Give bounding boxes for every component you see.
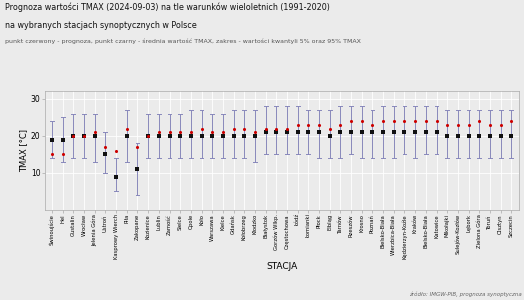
Point (486, 122, 494, 127)
Point (390, 130, 398, 135)
Text: Prognoza wartości TMAX (2024-09-03) na tle warunków wieloletnich (1991-2020): Prognoza wartości TMAX (2024-09-03) na t… (5, 3, 330, 13)
Point (133, 145, 141, 149)
Point (198, 134, 206, 138)
Point (123, 126, 131, 131)
Point (475, 119, 484, 124)
Point (283, 130, 291, 135)
Point (80, 134, 88, 138)
Point (390, 119, 398, 124)
Point (101, 145, 110, 149)
Point (48, 152, 56, 157)
Point (400, 130, 409, 135)
Point (496, 134, 505, 138)
Point (400, 119, 409, 124)
Point (283, 126, 291, 131)
Point (454, 122, 462, 127)
Point (187, 130, 195, 135)
Point (261, 130, 270, 135)
Point (315, 130, 323, 135)
Point (176, 130, 184, 135)
Point (347, 119, 355, 124)
Point (411, 130, 419, 135)
Point (293, 122, 302, 127)
Y-axis label: TMAX [°C]: TMAX [°C] (19, 129, 28, 172)
Point (165, 134, 173, 138)
Point (240, 126, 248, 131)
Point (443, 134, 451, 138)
Point (507, 134, 516, 138)
Point (432, 130, 441, 135)
Point (325, 126, 334, 131)
Point (272, 130, 280, 135)
Point (357, 130, 366, 135)
Point (123, 134, 131, 138)
Text: punkt czerwony - prognoza, punkt czarny - średnia wartość TMAX, zakres - wartośc: punkt czerwony - prognoza, punkt czarny … (5, 39, 361, 44)
Point (293, 130, 302, 135)
Point (336, 130, 345, 135)
Point (112, 174, 121, 179)
Point (261, 126, 270, 131)
Point (48, 137, 56, 142)
Point (133, 167, 141, 172)
Point (464, 122, 473, 127)
Point (208, 134, 216, 138)
Point (368, 130, 377, 135)
Point (464, 134, 473, 138)
Point (251, 134, 259, 138)
Point (91, 134, 99, 138)
Point (443, 122, 451, 127)
Point (240, 134, 248, 138)
Point (422, 130, 430, 135)
Point (368, 122, 377, 127)
Point (507, 119, 516, 124)
Point (304, 130, 312, 135)
Point (144, 134, 152, 138)
Point (315, 122, 323, 127)
Point (496, 122, 505, 127)
Point (230, 134, 238, 138)
Point (336, 122, 345, 127)
Text: źródło: IMGW-PIB, prognoza synoptyczna: źródło: IMGW-PIB, prognoza synoptyczna (409, 292, 521, 297)
Point (155, 130, 163, 135)
Point (176, 134, 184, 138)
Point (379, 130, 387, 135)
Point (347, 130, 355, 135)
Point (165, 130, 173, 135)
Point (251, 130, 259, 135)
Point (272, 126, 280, 131)
Point (357, 119, 366, 124)
Point (69, 134, 78, 138)
Point (112, 148, 121, 153)
Point (219, 134, 227, 138)
Point (325, 134, 334, 138)
Point (80, 134, 88, 138)
Point (155, 134, 163, 138)
Point (411, 119, 419, 124)
Point (69, 134, 78, 138)
Point (91, 130, 99, 135)
Text: na wybranych stacjach synoptycznych w Polsce: na wybranych stacjach synoptycznych w Po… (5, 21, 197, 30)
Point (454, 134, 462, 138)
Point (432, 119, 441, 124)
Point (486, 134, 494, 138)
Point (59, 137, 67, 142)
Point (101, 152, 110, 157)
Point (379, 119, 387, 124)
Point (208, 130, 216, 135)
Point (198, 126, 206, 131)
Point (144, 134, 152, 138)
Point (187, 134, 195, 138)
Point (475, 134, 484, 138)
Point (304, 122, 312, 127)
X-axis label: STACJA: STACJA (266, 262, 297, 271)
Point (59, 152, 67, 157)
Point (422, 119, 430, 124)
Point (219, 130, 227, 135)
Point (230, 126, 238, 131)
